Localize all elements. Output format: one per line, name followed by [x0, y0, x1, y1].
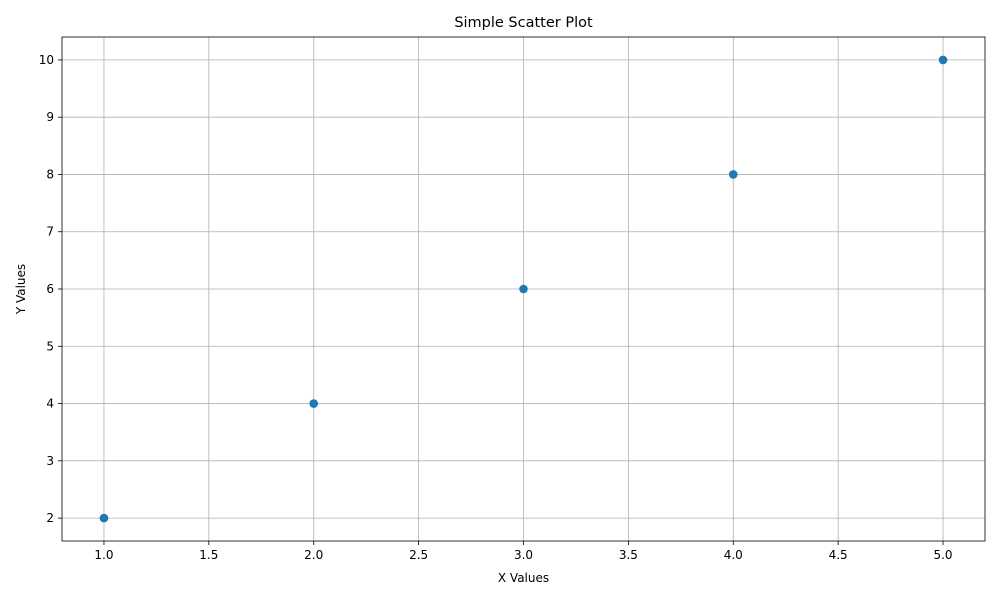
- x-tick-label: 2.5: [409, 548, 428, 562]
- y-tick-label: 5: [46, 339, 54, 353]
- data-point: [728, 170, 738, 179]
- x-tick-label: 4.5: [829, 548, 848, 562]
- y-tick-label: 6: [46, 282, 54, 296]
- x-tick-label: 1.5: [199, 548, 218, 562]
- plot-area-frame: [61, 36, 986, 542]
- y-tick-label: 7: [46, 225, 54, 239]
- x-tick-label: 1.0: [94, 548, 113, 562]
- x-tick-label: 3.0: [514, 548, 533, 562]
- x-tick-label: 4.0: [724, 548, 743, 562]
- y-tick-label: 4: [46, 397, 54, 411]
- chart-title: Simple Scatter Plot: [454, 15, 593, 31]
- x-tick-label: 5.0: [933, 548, 952, 562]
- y-tick-label: 9: [46, 110, 54, 124]
- y-tick-label: 3: [46, 454, 54, 468]
- y-tick-label: 8: [46, 167, 54, 181]
- y-tick-label: 2: [46, 511, 54, 525]
- data-point: [309, 399, 319, 408]
- axis-ticks: 1.0 1.5 2.0 2.5 3.0 3.5 4.0 4.5 5.0 2 3 4 5 6 7 8 9 10: [39, 53, 953, 562]
- y-axis-label: Y Values: [14, 264, 28, 315]
- data-points: [99, 55, 948, 523]
- data-point: [519, 284, 528, 294]
- data-point: [938, 55, 948, 65]
- x-tick-label: 3.5: [619, 548, 638, 562]
- x-tick-label: 2.0: [304, 548, 323, 562]
- x-axis-label: X Values: [498, 571, 549, 585]
- data-point: [99, 513, 109, 523]
- y-tick-label: 10: [39, 53, 54, 67]
